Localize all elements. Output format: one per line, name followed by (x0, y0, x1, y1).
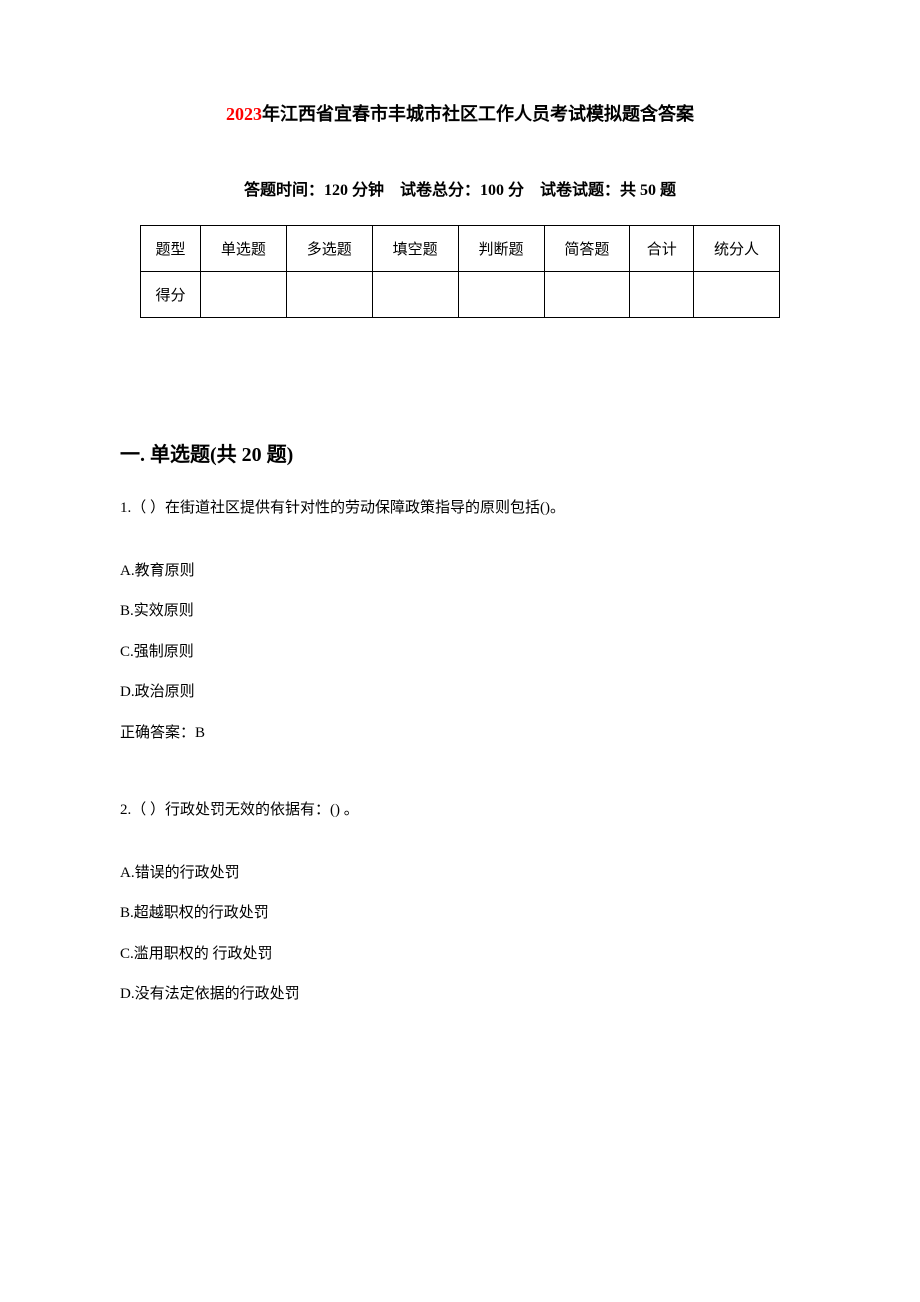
question-text: 2.（ ）行政处罚无效的依据有：() 。 (120, 799, 800, 822)
table-row: 得分 (141, 272, 780, 318)
option-d: D.政治原则 (120, 681, 800, 704)
table-cell: 简答题 (544, 226, 630, 272)
option-text: 强制原则 (134, 644, 194, 660)
table-row: 题型 单选题 多选题 填空题 判断题 简答题 合计 统分人 (141, 226, 780, 272)
option-d: D.没有法定依据的行政处罚 (120, 983, 800, 1006)
table-cell: 多选题 (286, 226, 372, 272)
option-b: B.超越职权的行政处罚 (120, 902, 800, 925)
question-body: 行政处罚无效的依据有：() 。 (165, 802, 359, 818)
table-cell-empty (458, 272, 544, 318)
table-cell-empty (630, 272, 694, 318)
option-text: 超越职权的行政处罚 (134, 905, 269, 921)
table-cell-rowlabel: 题型 (141, 226, 201, 272)
table-cell-empty (286, 272, 372, 318)
option-label: C. (120, 946, 134, 962)
time-label: 答题时间： (244, 182, 324, 199)
question-count-label: 试卷试题： (540, 182, 620, 199)
answer-line: 正确答案：B (120, 722, 800, 745)
table-cell-rowlabel: 得分 (141, 272, 201, 318)
option-text: 错误的行政处罚 (135, 865, 240, 881)
question-number: 2. (120, 802, 131, 818)
table-cell: 判断题 (458, 226, 544, 272)
table-cell-empty (544, 272, 630, 318)
option-a: A.错误的行政处罚 (120, 862, 800, 885)
option-text: 滥用职权的 行政处罚 (134, 946, 273, 962)
question-block: 1.（ ）在街道社区提供有针对性的劳动保障政策指导的原则包括()。 A.教育原则… (120, 497, 800, 744)
option-label: D. (120, 684, 135, 700)
title-year: 2023 (226, 104, 262, 124)
question-count-value: 共 50 题 (620, 182, 676, 199)
option-text: 实效原则 (134, 603, 194, 619)
time-value: 120 分钟 (324, 182, 384, 199)
option-label: A. (120, 563, 135, 579)
table-cell-empty (694, 272, 780, 318)
title-suffix: 年江西省宜春市丰城市社区工作人员考试模拟题含答案 (262, 104, 694, 124)
table-cell: 统分人 (694, 226, 780, 272)
exam-info-row: 答题时间：120 分钟 试卷总分：100 分 试卷试题：共 50 题 (120, 176, 800, 200)
answer-value: B (195, 725, 205, 741)
option-c: C.强制原则 (120, 641, 800, 664)
option-label: B. (120, 905, 134, 921)
option-text: 教育原则 (135, 563, 195, 579)
question-text: 1.（ ）在街道社区提供有针对性的劳动保障政策指导的原则包括()。 (120, 497, 800, 520)
document-title: 2023年江西省宜春市丰城市社区工作人员考试模拟题含答案 (120, 100, 800, 126)
question-prefix: （ ） (131, 802, 165, 818)
option-label: B. (120, 603, 134, 619)
table-cell: 填空题 (372, 226, 458, 272)
total-score-label: 试卷总分： (400, 182, 480, 199)
option-a: A.教育原则 (120, 560, 800, 583)
table-cell-empty (372, 272, 458, 318)
option-c: C.滥用职权的 行政处罚 (120, 943, 800, 966)
table-cell: 合计 (630, 226, 694, 272)
table-cell-empty (201, 272, 287, 318)
option-label: A. (120, 865, 135, 881)
option-text: 政治原则 (135, 684, 195, 700)
option-text: 没有法定依据的行政处罚 (135, 986, 300, 1002)
option-b: B.实效原则 (120, 600, 800, 623)
total-score-value: 100 分 (480, 182, 524, 199)
question-prefix: （ ） (131, 500, 165, 516)
option-label: D. (120, 986, 135, 1002)
question-block: 2.（ ）行政处罚无效的依据有：() 。 A.错误的行政处罚 B.超越职权的行政… (120, 799, 800, 1006)
table-cell: 单选题 (201, 226, 287, 272)
option-label: C. (120, 644, 134, 660)
question-number: 1. (120, 500, 131, 516)
question-body: 在街道社区提供有针对性的劳动保障政策指导的原则包括()。 (165, 500, 565, 516)
section-title: 一. 单选题(共 20 题) (120, 438, 800, 467)
answer-label: 正确答案： (120, 725, 195, 741)
score-table: 题型 单选题 多选题 填空题 判断题 简答题 合计 统分人 得分 (140, 225, 780, 318)
